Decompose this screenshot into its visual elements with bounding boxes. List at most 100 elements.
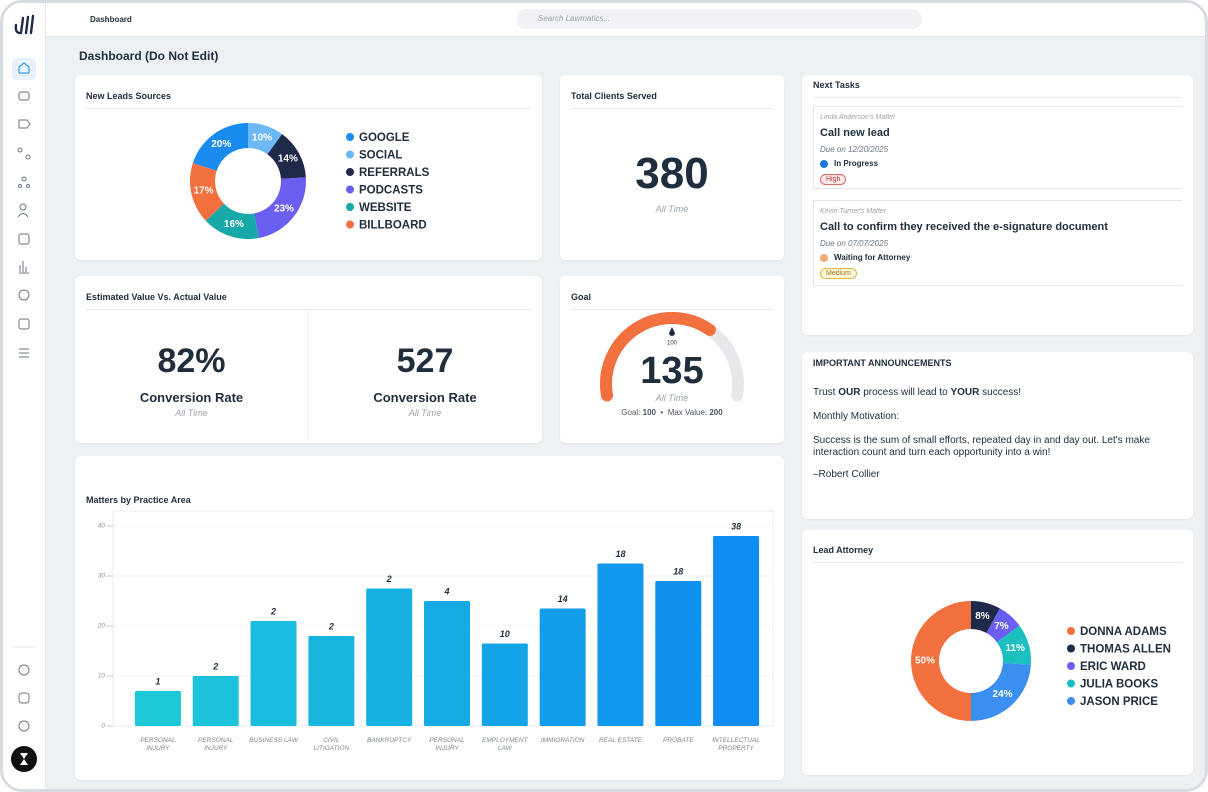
kpi-label: Conversion Rate (373, 390, 477, 405)
legend-swatch (346, 133, 354, 141)
slice-label: 8% (975, 611, 990, 622)
task[interactable]: Linda Anderson's Matter Call new lead Du… (813, 106, 1182, 189)
nav-network[interactable] (21, 176, 27, 182)
card-title: Next Tasks (813, 80, 1182, 98)
x-tick-label: BUSINESS LAW (249, 737, 298, 744)
task-matter: Kevin Turner's Matter (820, 208, 887, 215)
kpi-value: 527 (396, 342, 454, 380)
slice-label: 24% (992, 689, 1012, 700)
kpi-subtitle: All Time (655, 204, 689, 214)
legend-label: GOOGLE (359, 132, 410, 144)
kpi: 82% Conversion Rate All Time (75, 276, 308, 443)
estimated-card: Estimated Value Vs. Actual Value 82% Con… (75, 276, 542, 443)
task-title: Call to confirm they received the e-sign… (820, 221, 1108, 233)
x-tick-label: PERSONAL INJURY (198, 737, 234, 752)
bar-label: 18 (615, 549, 625, 559)
nav-apps[interactable] (18, 692, 30, 704)
search-box[interactable]: Search Lawmatics... (516, 9, 922, 29)
bar-label: 2 (270, 606, 276, 616)
legend-label: REFERRALS (359, 167, 430, 179)
nav-briefcase[interactable] (18, 91, 30, 101)
kpi-subtitle: All Time (408, 408, 442, 418)
nav-active[interactable] (12, 58, 36, 80)
tasks-card: Next Tasks Linda Anderson's Matter Call … (802, 75, 1193, 335)
goal-card: Goal 135 All Time Goal: 100 • Max Value:… (560, 276, 784, 443)
nav-billing[interactable] (18, 289, 30, 301)
pie-slice (996, 625, 1031, 665)
pie-slice (205, 203, 259, 239)
nav-flow-2 (25, 154, 31, 160)
nav-settings[interactable] (18, 664, 30, 676)
task-matter: Linda Anderson's Matter (820, 114, 896, 121)
nav-network-3 (26, 184, 30, 188)
max-value: 200 (709, 408, 723, 417)
sidebar (3, 3, 46, 789)
pie-slice (254, 177, 306, 238)
logo (14, 14, 35, 35)
legend-label: SOCIAL (359, 150, 402, 162)
legend-label: JASON PRICE (1080, 696, 1158, 708)
nav-home[interactable] (18, 62, 30, 74)
status-text: In Progress (834, 159, 879, 168)
text-bold: OUR (838, 387, 861, 398)
nav-calc[interactable] (18, 233, 30, 245)
avatar[interactable] (11, 746, 37, 772)
bar-label: 4 (443, 586, 449, 596)
paragraph: Trust OUR process will lead to YOUR succ… (813, 387, 1182, 399)
bar (597, 563, 644, 726)
bar (192, 676, 239, 726)
text: Trust (813, 387, 839, 398)
slice-label: 16% (224, 219, 244, 230)
text: Success is the sum of small efforts, rep… (813, 435, 1150, 458)
legend-label: PODCASTS (359, 185, 423, 197)
nav-calendar[interactable] (18, 318, 30, 330)
legend-swatch (346, 203, 354, 211)
status-dot (820, 159, 828, 168)
goal-label: Goal: (621, 408, 641, 417)
nav-tag[interactable] (18, 119, 31, 129)
x-tick-label: BANKRUPTCY (366, 737, 412, 744)
legend-swatch (1067, 662, 1075, 670)
nav-tasks[interactable] (19, 348, 29, 358)
nav-help[interactable] (18, 720, 30, 732)
task-status: Waiting for Attorney (820, 253, 1182, 262)
legend-swatch (1067, 679, 1075, 688)
text: process will lead to (860, 387, 951, 398)
x-tick-label: INTELLECTUAL PROPERTY (712, 737, 760, 752)
task[interactable]: Kevin Turner's Matter Call to confirm th… (813, 200, 1182, 286)
goal-marker (669, 327, 675, 336)
legend-swatch (346, 185, 354, 194)
x-tick-label: IMMIGRATION (540, 737, 585, 744)
nav-flow[interactable] (17, 147, 23, 153)
bar-label: 10 (500, 629, 510, 639)
slice-label: 17% (194, 186, 214, 197)
bar-label: 14 (558, 594, 568, 604)
nav-contacts[interactable] (19, 203, 27, 211)
status-text: Waiting for Attorney (834, 253, 911, 262)
slice-label: 23% (274, 204, 294, 215)
avatar-icon (20, 753, 28, 765)
legend-label: THOMAS ALLEN (1080, 644, 1171, 656)
bar-label: 2 (328, 621, 334, 631)
goal-marker-label: 100 (667, 341, 678, 347)
nav-reports[interactable] (19, 261, 29, 274)
card-title: New Leads Sources (86, 91, 531, 109)
kpi-value: 380 (635, 149, 709, 198)
y-tick-label: 30 (98, 573, 106, 580)
card-title: Goal (571, 292, 773, 310)
bar (308, 636, 355, 726)
x-tick-label: PERSONAL INJURY (429, 737, 465, 752)
bar (539, 608, 586, 726)
bar (481, 643, 528, 726)
y-tick-label: 10 (98, 673, 106, 680)
legend-swatch (1067, 644, 1075, 653)
pie-slice (911, 601, 971, 721)
bar-label: 2 (212, 661, 218, 671)
gauge-fill (600, 312, 716, 402)
legend-label: WEBSITE (359, 202, 412, 214)
announcements-card: IMPORTANT ANNOUNCEMENTS Trust OUR proces… (802, 352, 1193, 519)
legend-swatch (346, 220, 354, 229)
bar-label: 18 (673, 566, 683, 576)
legend-label: JULIA BOOKS (1080, 679, 1158, 691)
